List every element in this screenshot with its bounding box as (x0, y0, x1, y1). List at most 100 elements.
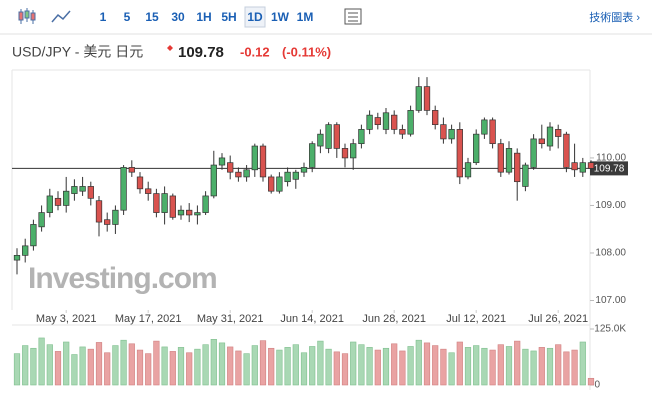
candle-body (407, 110, 414, 135)
alert-icon (167, 45, 173, 51)
candle-body (481, 119, 488, 135)
candle-body (473, 133, 480, 164)
y-tick-label: 107.00 (595, 295, 626, 306)
interval-button[interactable]: 30 (171, 10, 185, 24)
interval-button[interactable]: 5 (124, 10, 131, 24)
volume-bar (587, 377, 595, 386)
candle-body (391, 114, 398, 130)
candle-body (432, 110, 439, 126)
candle-body (563, 133, 570, 168)
screenshot-icon[interactable] (344, 8, 362, 25)
line-icon[interactable] (51, 10, 71, 23)
candle-body (202, 195, 209, 213)
candle-body (251, 145, 258, 171)
candle-body (522, 164, 529, 187)
volume-bar (546, 347, 554, 386)
volume-bar (22, 345, 29, 386)
volume-bar (153, 340, 160, 386)
interval-button[interactable]: 1 (100, 10, 107, 24)
volume-bar (292, 344, 299, 386)
volume-bar (145, 353, 152, 386)
candle-body (325, 124, 332, 149)
volume-bar (13, 353, 21, 386)
volume-bar (358, 344, 365, 386)
volume-bar (87, 348, 94, 386)
candle-body (169, 195, 176, 218)
candle-body (87, 186, 94, 199)
candle-body (120, 167, 127, 211)
candle-body (333, 124, 340, 149)
candle-body (440, 124, 447, 140)
candle-body (300, 167, 308, 173)
volume-bar (399, 350, 406, 386)
price-change-pct: (-0.11%) (282, 44, 331, 59)
candle-body (489, 119, 496, 145)
candle-body (464, 162, 472, 178)
candle-body (161, 193, 168, 213)
interval-button[interactable]: 5H (221, 10, 236, 24)
volume-bar (104, 352, 111, 386)
x-tick-label: May 17, 2021 (115, 313, 182, 325)
interval-button[interactable]: 1D (247, 10, 263, 24)
candle-body (145, 188, 152, 194)
active-interval-box (244, 6, 266, 28)
volume-bar (202, 344, 209, 386)
volume-bar (555, 344, 562, 386)
candle-body (95, 200, 103, 223)
candle-body (38, 212, 45, 228)
volume-bar (473, 345, 480, 386)
candle-body (227, 162, 234, 173)
candle-body (104, 219, 111, 225)
interval-button[interactable]: 1W (271, 10, 290, 24)
candle-body (268, 176, 275, 192)
candle-body (555, 129, 562, 137)
x-tick-label: Jun 14, 2021 (280, 313, 344, 325)
candle-body (235, 171, 242, 178)
interval-button[interactable]: 15 (145, 10, 159, 24)
candle-body (514, 152, 521, 183)
volume-bar (300, 352, 308, 386)
volume-bar (71, 354, 78, 386)
last-price-box (590, 161, 628, 176)
volume-bar (407, 346, 414, 386)
candle-body (497, 143, 504, 173)
volume-bar (571, 349, 578, 386)
candle-body (54, 197, 62, 206)
candle-body (292, 171, 299, 180)
candle-icon[interactable] (18, 8, 36, 24)
interval-button[interactable]: 1M (297, 10, 314, 24)
candle-body (128, 167, 135, 173)
candle-body (30, 224, 37, 247)
candle-body (276, 176, 283, 192)
candle-body (136, 176, 144, 190)
volume-tick-label: 125.0K (594, 324, 626, 335)
volume-bar (136, 349, 144, 386)
volume-bar (276, 349, 283, 386)
candle-body (243, 169, 250, 178)
volume-bar (235, 350, 242, 386)
candle-body (423, 86, 431, 111)
volume-bar (54, 351, 62, 386)
interval-button[interactable]: 1H (196, 10, 211, 24)
volume-bar (177, 347, 185, 386)
candle-body (71, 186, 78, 194)
volume-bar (218, 342, 226, 386)
y-tick-label: 108.00 (595, 248, 626, 259)
volume-bar (194, 348, 201, 386)
candle-body (284, 171, 291, 183)
volume-bar (79, 346, 86, 386)
x-tick-label: May 3, 2021 (36, 313, 97, 325)
candle-body (579, 162, 586, 173)
candle-body (571, 162, 578, 171)
x-tick-label: Jul 26, 2021 (528, 313, 588, 325)
volume-bar (423, 342, 431, 386)
candle-body (366, 114, 373, 130)
price-change: -0.12 (240, 44, 270, 59)
volume-bar (563, 351, 570, 386)
technical-chart-link[interactable]: 技術圖表 › (589, 10, 640, 24)
volume-bar (350, 341, 357, 386)
volume-bar (325, 348, 332, 386)
volume-bar (251, 345, 258, 386)
